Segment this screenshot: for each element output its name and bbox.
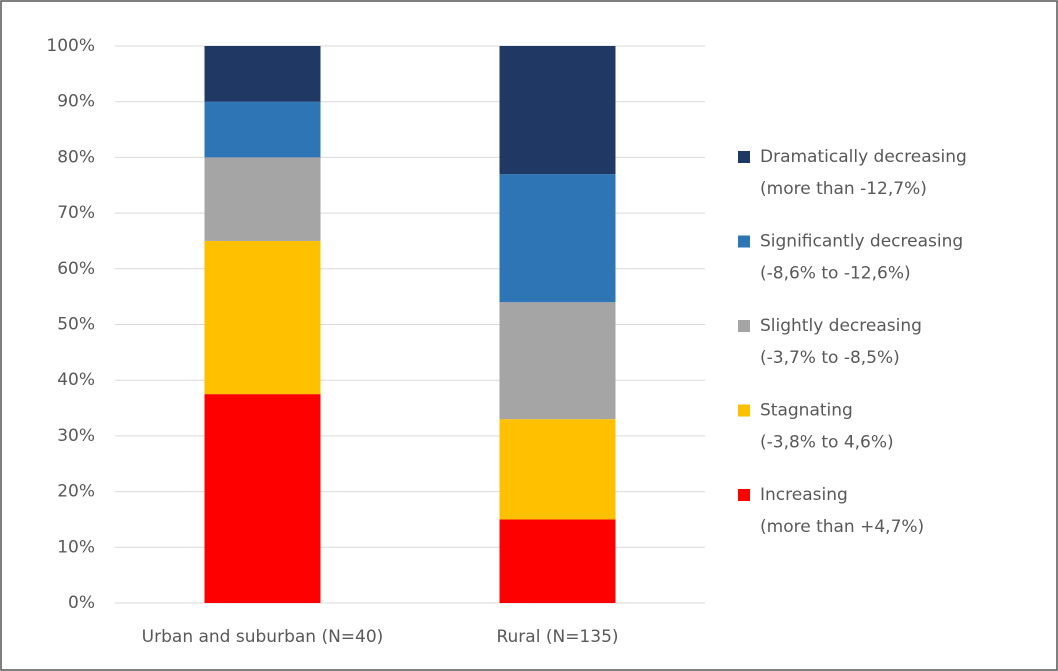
y-tick-label: 20% bbox=[57, 482, 95, 502]
bar-segment bbox=[499, 46, 616, 175]
legend-range: (more than +4,7%) bbox=[760, 517, 924, 537]
y-tick-label: 30% bbox=[57, 426, 95, 446]
y-tick-label: 70% bbox=[57, 203, 95, 223]
x-tick-label: Rural (N=135) bbox=[496, 627, 618, 647]
legend-range: (-3,8% to 4,6%) bbox=[760, 433, 894, 453]
y-tick-label: 100% bbox=[46, 36, 95, 56]
bar-segment bbox=[204, 157, 321, 241]
legend-range: (-8,6% to -12,6%) bbox=[760, 264, 911, 284]
legend-label: Increasing bbox=[760, 485, 848, 505]
y-tick-label: 10% bbox=[57, 537, 95, 557]
y-tick-label: 50% bbox=[57, 315, 95, 335]
bar-segment bbox=[204, 101, 321, 158]
y-tick-label: 0% bbox=[68, 593, 95, 613]
legend-swatch bbox=[738, 320, 750, 332]
bar-segment bbox=[204, 46, 321, 102]
bar-segment bbox=[204, 240, 321, 395]
bar-segment bbox=[499, 174, 616, 303]
x-tick-label: Urban and suburban (N=40) bbox=[142, 627, 384, 647]
legend-range: (-3,7% to -8,5%) bbox=[760, 348, 900, 368]
bar-segment bbox=[499, 419, 616, 520]
y-tick-label: 80% bbox=[57, 147, 95, 167]
y-tick-label: 60% bbox=[57, 259, 95, 279]
y-tick-label: 40% bbox=[57, 370, 95, 390]
legend-swatch bbox=[738, 489, 750, 501]
legend-range: (more than -12,7%) bbox=[760, 179, 927, 199]
bar-segment bbox=[499, 519, 616, 603]
legend-label: Dramatically decreasing bbox=[760, 147, 967, 167]
legend-swatch bbox=[738, 235, 750, 248]
legend-label: Stagnating bbox=[760, 401, 853, 421]
legend-swatch bbox=[738, 151, 750, 163]
bar-segment bbox=[204, 394, 321, 603]
y-tick-label: 90% bbox=[57, 92, 95, 112]
legend-swatch bbox=[738, 404, 750, 417]
legend-label: Slightly decreasing bbox=[760, 316, 922, 336]
bar-segment bbox=[499, 302, 616, 420]
legend-label: Significantly decreasing bbox=[760, 232, 963, 252]
